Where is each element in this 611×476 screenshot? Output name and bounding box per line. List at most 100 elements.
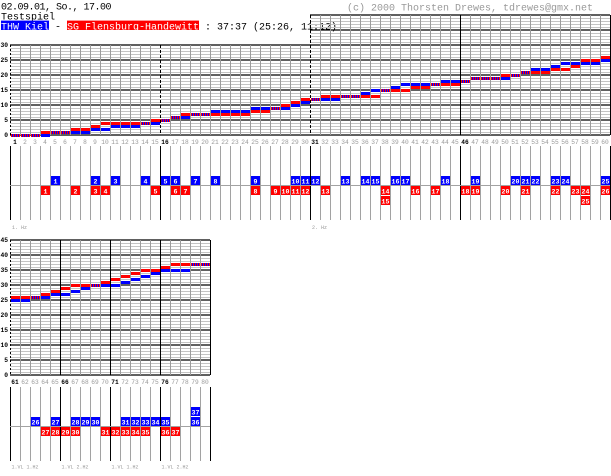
svg-text:23: 23: [231, 139, 239, 146]
svg-text:-: -: [55, 22, 61, 33]
svg-text:35: 35: [162, 419, 170, 426]
svg-text:37: 37: [371, 139, 379, 146]
svg-text:21: 21: [522, 178, 530, 185]
svg-text:56: 56: [561, 139, 569, 146]
svg-text:30: 30: [0, 42, 8, 49]
svg-text:1.VL 2.Hz: 1.VL 2.Hz: [62, 464, 89, 470]
svg-text:79: 79: [191, 379, 199, 386]
svg-text:14: 14: [362, 178, 370, 185]
svg-text:22: 22: [532, 178, 540, 185]
svg-text:SG Flensburg-Handewitt: SG Flensburg-Handewitt: [67, 21, 199, 33]
svg-text:15: 15: [382, 198, 390, 205]
svg-text:74: 74: [141, 379, 149, 386]
svg-text:6: 6: [174, 188, 178, 195]
svg-text:(c) 2000 Thorsten Drewes, tdre: (c) 2000 Thorsten Drewes, tdrewes@gmx.ne…: [347, 2, 593, 14]
svg-text:16: 16: [392, 178, 400, 185]
svg-text:4: 4: [104, 188, 108, 195]
svg-text:33: 33: [122, 429, 130, 436]
svg-text:1: 1: [13, 139, 17, 146]
svg-text:0: 0: [4, 132, 8, 139]
svg-text:67: 67: [71, 379, 79, 386]
svg-text:34: 34: [132, 429, 140, 436]
svg-text:17: 17: [402, 178, 410, 185]
svg-text:3: 3: [94, 188, 98, 195]
svg-text:64: 64: [41, 379, 49, 386]
svg-text:25: 25: [0, 57, 8, 64]
svg-text:30: 30: [301, 139, 309, 146]
svg-text:15: 15: [0, 327, 8, 334]
svg-text:25: 25: [582, 198, 590, 205]
svg-text:49: 49: [491, 139, 499, 146]
svg-text:6: 6: [63, 139, 67, 146]
svg-text:68: 68: [81, 379, 89, 386]
svg-text:69: 69: [91, 379, 99, 386]
svg-text:13: 13: [342, 178, 350, 185]
svg-text:76: 76: [161, 379, 169, 386]
svg-text:27: 27: [271, 139, 279, 146]
svg-text:6: 6: [174, 178, 178, 185]
svg-text:21: 21: [522, 188, 530, 195]
svg-text:17: 17: [432, 188, 440, 195]
svg-text:35: 35: [0, 267, 8, 274]
svg-text:26: 26: [261, 139, 269, 146]
svg-text:54: 54: [541, 139, 549, 146]
svg-text:26: 26: [32, 419, 40, 426]
svg-text:29: 29: [291, 139, 299, 146]
svg-text:9: 9: [93, 139, 97, 146]
svg-text:60: 60: [601, 139, 609, 146]
svg-text:59: 59: [591, 139, 599, 146]
svg-text:78: 78: [181, 379, 189, 386]
svg-text:61: 61: [11, 379, 19, 386]
svg-text:63: 63: [31, 379, 39, 386]
svg-text:7: 7: [194, 178, 198, 185]
svg-text:25: 25: [602, 178, 610, 185]
svg-text:70: 70: [101, 379, 109, 386]
svg-text:11: 11: [302, 178, 310, 185]
svg-text:46: 46: [461, 139, 469, 146]
svg-text:2: 2: [94, 178, 98, 185]
svg-text:35: 35: [351, 139, 359, 146]
svg-text:53: 53: [531, 139, 539, 146]
svg-text:10: 10: [292, 178, 300, 185]
svg-text:19: 19: [191, 139, 199, 146]
svg-text:52: 52: [521, 139, 529, 146]
svg-text:20: 20: [0, 72, 8, 79]
svg-text:20: 20: [201, 139, 209, 146]
svg-text:29: 29: [82, 419, 90, 426]
svg-text:1.VL 2.Hz: 1.VL 2.Hz: [162, 464, 189, 470]
svg-text:10: 10: [0, 102, 8, 109]
svg-text:24: 24: [582, 188, 590, 195]
svg-text:2: 2: [23, 139, 27, 146]
svg-text:8: 8: [83, 139, 87, 146]
svg-text:30: 30: [92, 419, 100, 426]
svg-text:31: 31: [311, 139, 319, 146]
svg-text:21: 21: [211, 139, 219, 146]
svg-text:19: 19: [472, 188, 480, 195]
svg-text:18: 18: [442, 178, 450, 185]
svg-text:18: 18: [462, 188, 470, 195]
svg-text:72: 72: [121, 379, 129, 386]
svg-text:2: 2: [74, 188, 78, 195]
svg-text:20: 20: [0, 312, 8, 319]
svg-text:42: 42: [421, 139, 429, 146]
svg-text:THW Kiel: THW Kiel: [1, 21, 49, 33]
svg-text:12: 12: [312, 178, 320, 185]
svg-text:26: 26: [602, 188, 610, 195]
svg-text:23: 23: [552, 178, 560, 185]
svg-text:2. Hz: 2. Hz: [312, 225, 327, 231]
svg-text:15: 15: [151, 139, 159, 146]
svg-text:28: 28: [72, 419, 80, 426]
svg-text:50: 50: [501, 139, 509, 146]
svg-text:14: 14: [141, 139, 149, 146]
svg-text:19: 19: [472, 178, 480, 185]
svg-text:13: 13: [131, 139, 139, 146]
svg-text:5: 5: [53, 139, 57, 146]
svg-text:7: 7: [73, 139, 77, 146]
svg-text:7: 7: [184, 188, 188, 195]
svg-text:51: 51: [511, 139, 519, 146]
svg-text:12: 12: [121, 139, 129, 146]
svg-text:36: 36: [162, 429, 170, 436]
svg-text:38: 38: [381, 139, 389, 146]
svg-text:33: 33: [331, 139, 339, 146]
svg-text:30: 30: [0, 282, 8, 289]
